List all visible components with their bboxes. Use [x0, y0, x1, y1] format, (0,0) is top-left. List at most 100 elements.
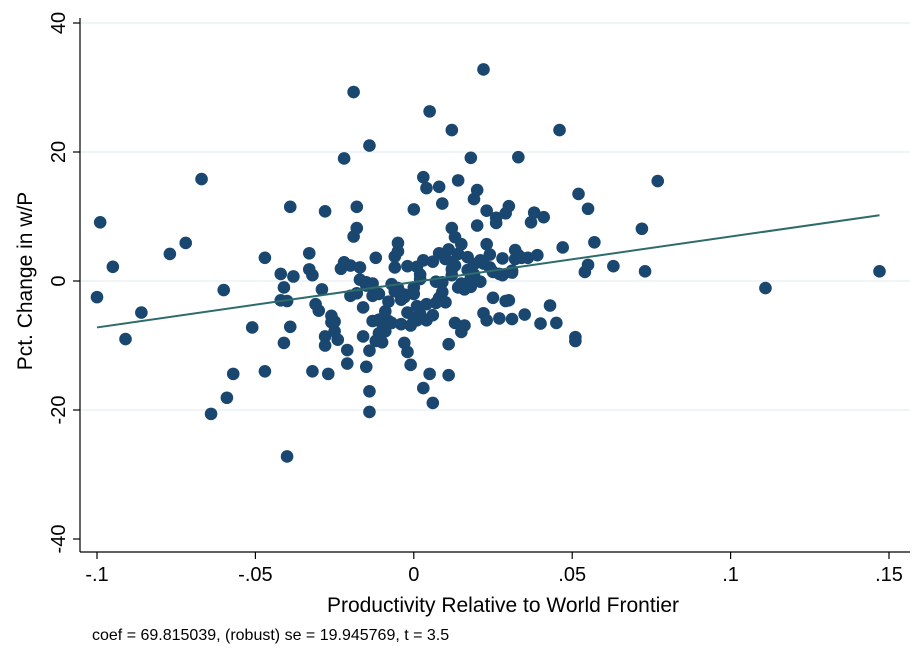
scatter-point-20 — [283, 320, 297, 334]
scatter-point-83 — [401, 345, 414, 359]
scatter-point-115 — [442, 243, 455, 256]
scatter-point-1 — [93, 216, 107, 229]
scatter-point-45 — [344, 259, 357, 272]
scatter-point-11 — [226, 367, 240, 381]
scatter-point-58 — [363, 405, 376, 419]
fit-line-group — [96, 214, 880, 329]
scatter-point-156 — [502, 294, 516, 307]
scatter-point-155 — [502, 199, 516, 213]
scatter-point-177 — [572, 187, 585, 201]
scatter-point-38 — [331, 333, 345, 346]
scatter-point-104 — [426, 308, 440, 322]
gridlines — [80, 22, 910, 411]
scatter-point-169 — [534, 317, 547, 330]
x-axis-ticks: -.1 -.05 0 .05 .1 .15 — [85, 552, 903, 586]
scatter-point-184 — [638, 265, 652, 278]
scatter-point-152 — [496, 252, 509, 265]
scatter-point-164 — [518, 308, 531, 321]
scatter-point-181 — [588, 236, 601, 249]
scatter-point-142 — [480, 314, 493, 327]
scatter-point-51 — [353, 261, 367, 274]
scatter-point-9 — [217, 283, 231, 297]
scatter-point-195 — [420, 297, 433, 311]
scatter-point-157 — [505, 312, 519, 326]
scatter-point-2 — [106, 260, 120, 274]
scatter-point-14 — [258, 365, 272, 378]
scatter-point-192 — [382, 314, 395, 328]
scatter-point-180 — [581, 202, 595, 216]
scatter-point-90 — [407, 203, 421, 216]
scatter-point-208 — [426, 255, 440, 268]
scatter-point-86 — [404, 358, 417, 372]
scatter-point-34 — [321, 367, 335, 381]
x-tick-label-5: .15 — [875, 564, 903, 586]
scatter-point-131 — [464, 151, 478, 165]
scatter-point-24 — [302, 246, 316, 260]
scatter-point-194 — [413, 268, 427, 281]
scatter-point-117 — [445, 123, 459, 137]
y-axis-ticks: -40 -20 0 20 40 — [48, 12, 80, 554]
axes — [79, 18, 910, 553]
scatter-point-47 — [347, 85, 360, 99]
scatter-point-59 — [363, 384, 376, 398]
scatter-point-13 — [258, 251, 272, 265]
scatter-point-3 — [119, 332, 132, 346]
scatter-point-203 — [496, 268, 509, 282]
scatter-point-12 — [245, 321, 259, 334]
scatter-point-167 — [527, 206, 541, 219]
fit-line — [96, 214, 880, 329]
scatter-point-55 — [359, 360, 373, 374]
scatter-point-143 — [480, 237, 493, 251]
scatter-point-126 — [455, 237, 468, 251]
scatter-point-185 — [651, 174, 665, 188]
scatter-point-106 — [432, 180, 446, 194]
y-tick-label-0: -40 — [48, 525, 70, 554]
scatter-point-26 — [306, 365, 319, 378]
scatter-point-17 — [277, 336, 291, 350]
scatter-point-4 — [135, 306, 148, 319]
scatter-point-18 — [280, 450, 294, 463]
scatter-point-8 — [204, 407, 218, 421]
scatter-point-73 — [388, 261, 402, 274]
scatter-point-176 — [569, 330, 582, 344]
scatter-point-31 — [318, 339, 332, 352]
scatter-point-127 — [458, 319, 471, 332]
scatter-point-207 — [397, 290, 411, 304]
scatter-point-19 — [283, 200, 297, 214]
scatter-point-205 — [445, 255, 459, 268]
scatter-point-179 — [581, 258, 595, 272]
x-axis-label: Productivity Relative to World Frontier — [327, 594, 679, 617]
scatter-point-0 — [90, 290, 104, 304]
scatter-point-84 — [401, 259, 414, 273]
scatter-point-165 — [521, 251, 535, 265]
scatter-point-71 — [382, 295, 395, 308]
scatter-point-41 — [337, 152, 351, 165]
scatter-point-187 — [873, 265, 886, 278]
scatter-point-53 — [356, 301, 370, 314]
scatter-point-15 — [274, 267, 288, 281]
scatter-point-182 — [607, 259, 620, 273]
scatter-point-119 — [448, 316, 462, 330]
x-tick-label-3: .05 — [558, 564, 586, 586]
scatter-point-57 — [363, 139, 376, 152]
scatter-point-172 — [550, 316, 563, 330]
scatter-point-204 — [508, 252, 522, 266]
scatter-point-80 — [394, 317, 408, 331]
scatter-point-209 — [407, 312, 421, 325]
scatter-point-42 — [340, 343, 354, 357]
scatter-point-149 — [489, 216, 503, 230]
scatter-point-43 — [340, 357, 354, 370]
x-tick-label-0: -.1 — [85, 564, 108, 586]
y-tick-label-4: 40 — [48, 12, 70, 34]
y-axis-label: Pct. Change in w/P — [14, 192, 37, 371]
scatter-point-171 — [543, 299, 557, 312]
scatter-point-168 — [531, 248, 544, 262]
scatter-point-48 — [350, 221, 364, 235]
scatter-point-109 — [436, 197, 449, 210]
x-tick-label-1: -.05 — [238, 564, 272, 586]
scatter-point-114 — [442, 368, 455, 382]
scatter-point-136 — [470, 219, 484, 232]
scatter-point-145 — [483, 248, 497, 261]
scatter-point-21 — [287, 270, 300, 283]
